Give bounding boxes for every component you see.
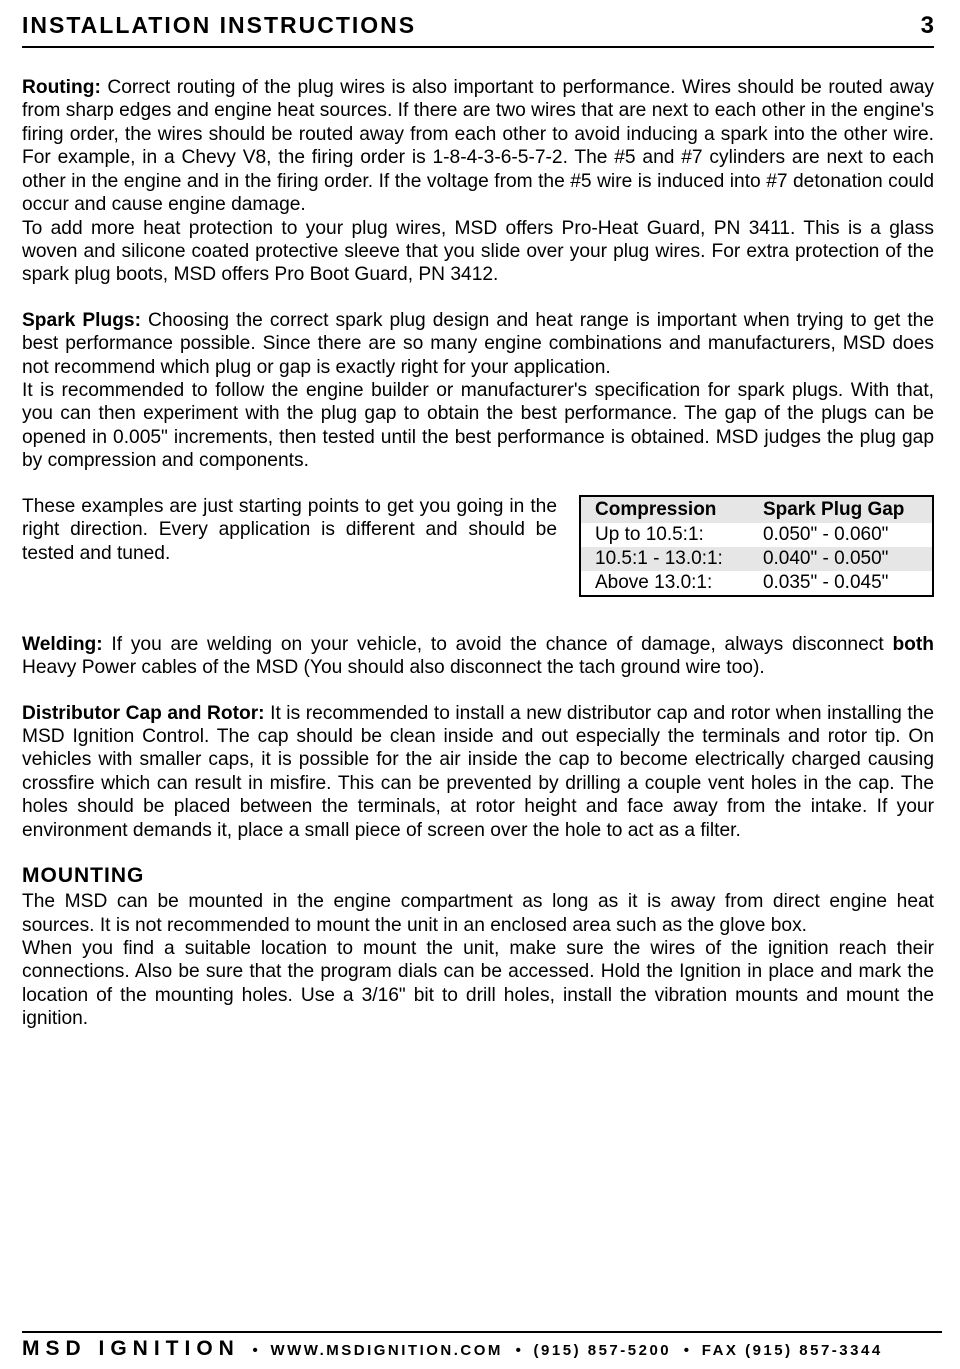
welding-bold-both: both <box>892 634 934 655</box>
page-header: INSTALLATION INSTRUCTIONS 3 <box>22 12 934 40</box>
footer-sep: • <box>247 1342 264 1359</box>
footer-brand: MSD IGNITION <box>22 1337 240 1360</box>
sparkplugs-text-1: Choosing the correct spark plug design a… <box>22 310 934 378</box>
footer-sep: • <box>510 1342 527 1359</box>
sparkplugs-paragraph-3: These examples are just starting points … <box>22 495 557 565</box>
table-header-compression: Compression <box>580 496 749 523</box>
welding-label: Welding: <box>22 634 103 655</box>
routing-paragraph-1: Routing: Correct routing of the plug wir… <box>22 76 934 217</box>
routing-paragraph-2: To add more heat protection to your plug… <box>22 217 934 287</box>
sparkplugs-paragraph-1: Spark Plugs: Choosing the correct spark … <box>22 309 934 379</box>
distcap-label: Distributor Cap and Rotor: <box>22 703 265 724</box>
welding-text-a: If you are welding on your vehicle, to a… <box>103 634 893 655</box>
welding-text-b: Heavy Power cables of the MSD (You shoul… <box>22 657 765 678</box>
welding-paragraph: Welding: If you are welding on your vehi… <box>22 633 934 680</box>
footer-phone: (915) 857-5200 <box>534 1342 672 1359</box>
mounting-paragraph-2: When you find a suitable location to mou… <box>22 937 934 1031</box>
footer-fax-label: FAX <box>702 1342 739 1359</box>
distcap-paragraph: Distributor Cap and Rotor: It is recomme… <box>22 702 934 843</box>
footer-line: MSD IGNITION • WWW.MSDIGNITION.COM • (91… <box>22 1337 942 1361</box>
sparkplugs-paragraph-2: It is recommended to follow the engine b… <box>22 379 934 473</box>
table-row: Above 13.0:1: 0.035" - 0.045" <box>580 571 933 596</box>
footer-sep: • <box>678 1342 695 1359</box>
spark-plug-gap-table: Compression Spark Plug Gap Up to 10.5:1:… <box>579 495 934 597</box>
table-header-gap: Spark Plug Gap <box>749 496 933 523</box>
header-rule <box>22 46 934 48</box>
table-row: Up to 10.5:1: 0.050" - 0.060" <box>580 523 933 547</box>
footer-fax: (915) 857-3344 <box>745 1342 883 1359</box>
table-cell-compression: Up to 10.5:1: <box>580 523 749 547</box>
mounting-paragraph-1: The MSD can be mounted in the engine com… <box>22 890 934 937</box>
routing-label: Routing: <box>22 77 101 98</box>
page-footer: MSD IGNITION • WWW.MSDIGNITION.COM • (91… <box>0 1331 960 1361</box>
table-cell-gap: 0.040" - 0.050" <box>749 547 933 571</box>
table-cell-compression: 10.5:1 - 13.0:1: <box>580 547 749 571</box>
footer-url: WWW.MSDIGNITION.COM <box>270 1342 502 1359</box>
sparkplugs-examples-row: These examples are just starting points … <box>22 495 934 597</box>
footer-rule <box>22 1331 942 1333</box>
table-row: 10.5:1 - 13.0:1: 0.040" - 0.050" <box>580 547 933 571</box>
table-cell-gap: 0.050" - 0.060" <box>749 523 933 547</box>
table-cell-compression: Above 13.0:1: <box>580 571 749 596</box>
page-number: 3 <box>921 12 934 40</box>
routing-text-1: Correct routing of the plug wires is als… <box>22 77 934 215</box>
mounting-heading: MOUNTING <box>22 864 934 888</box>
header-title: INSTALLATION INSTRUCTIONS <box>22 12 416 39</box>
table-cell-gap: 0.035" - 0.045" <box>749 571 933 596</box>
sparkplugs-label: Spark Plugs: <box>22 310 141 331</box>
